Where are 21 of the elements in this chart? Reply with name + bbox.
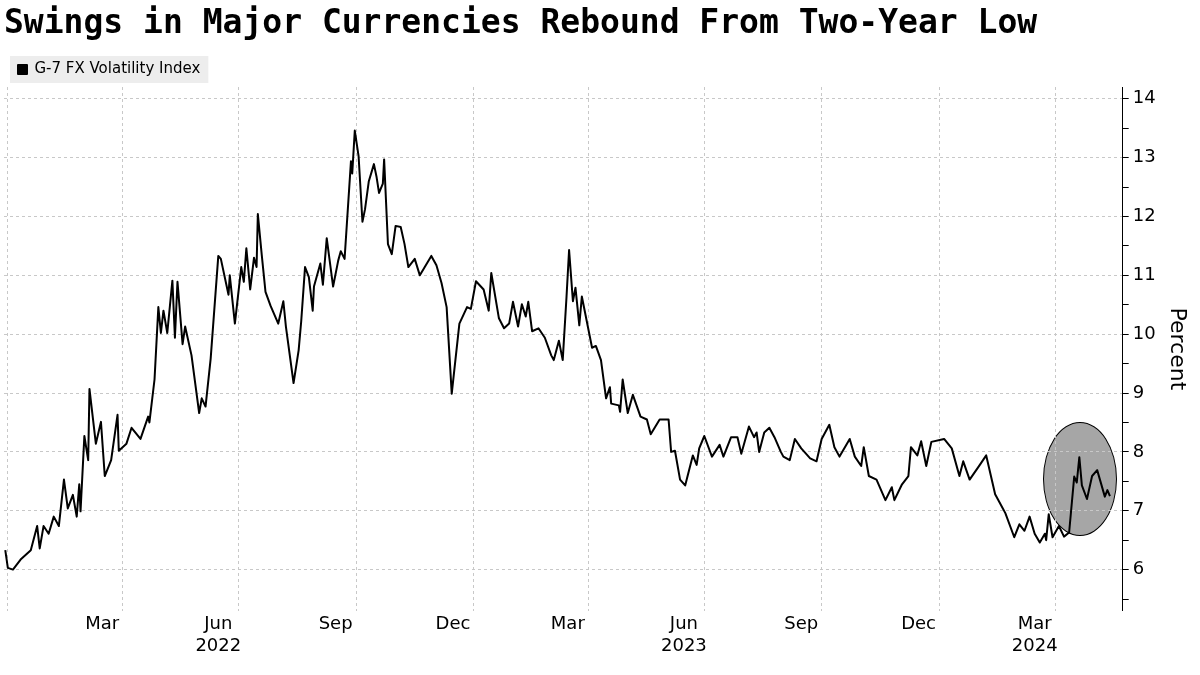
y-axis-title: Percent [1166, 307, 1192, 391]
y-tick-label: 12 [1132, 204, 1156, 226]
x-tick-label: Jun 2023 [660, 612, 707, 655]
y-tick-label: 8 [1132, 439, 1145, 461]
x-tick-label: Jun 2022 [195, 612, 242, 655]
y-tick-label: 14 [1132, 86, 1156, 108]
x-tick-label: Dec [901, 612, 937, 634]
x-tick-label: Sep [318, 612, 353, 634]
x-tick-label: Dec [435, 612, 471, 634]
y-tick-label: 9 [1132, 380, 1145, 402]
x-tick-label: Mar [550, 612, 586, 634]
y-tick-label: 11 [1132, 263, 1156, 284]
x-tick-label: Sep [784, 612, 819, 634]
y-tick-label: 10 [1132, 321, 1156, 343]
y-tick-label: 13 [1132, 145, 1156, 167]
chart-title: Swings in Major Currencies Rebound From Two-Year Low [4, 2, 1038, 41]
legend-label: G-7 FX Volatility Index [34, 59, 201, 78]
x-tick-label: Mar [85, 612, 120, 634]
y-tick-label: 6 [1132, 557, 1145, 579]
x-tick-label: Mar 2024 [1011, 612, 1058, 655]
y-tick-label: 7 [1132, 498, 1145, 520]
